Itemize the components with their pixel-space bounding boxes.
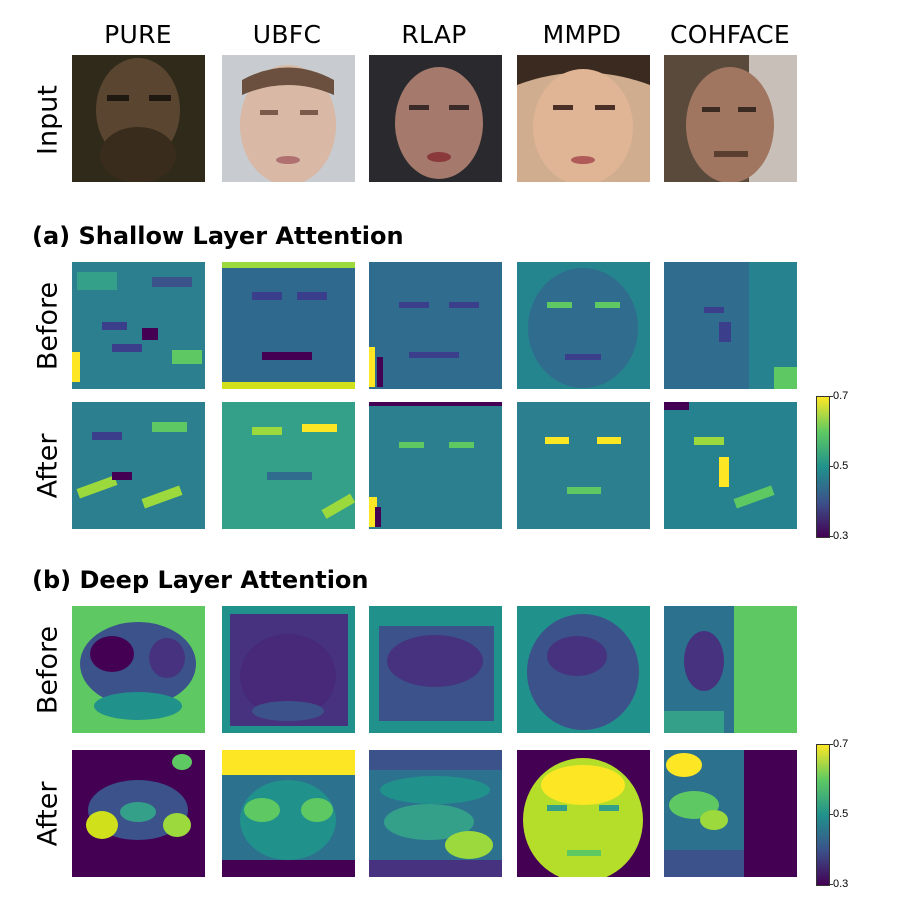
input-face-cohface	[664, 55, 797, 182]
column-label-mmpd: MMPD	[542, 20, 622, 49]
shallow-before-cohface	[664, 262, 797, 389]
colorbar-deep-mid-label: 0.5	[833, 808, 849, 820]
deep-before-mmpd	[517, 606, 650, 733]
section-title-deep: (b) Deep Layer Attention	[32, 566, 369, 594]
row-label-deep-after: After	[32, 781, 64, 847]
deep-after-mmpd	[517, 750, 650, 877]
input-face-ubfc	[222, 55, 355, 182]
input-face-mmpd	[517, 55, 650, 182]
colorbar-deep-tick-min	[829, 884, 833, 885]
row-label-input: Input	[32, 85, 64, 155]
shallow-after-rlap	[369, 402, 502, 529]
section-title-shallow: (a) Shallow Layer Attention	[32, 222, 404, 250]
colorbar-shallow-mid-label: 0.5	[833, 460, 849, 472]
colorbar-shallow-tick-mid	[829, 466, 833, 467]
shallow-after-mmpd	[517, 402, 650, 529]
colorbar-shallow	[816, 396, 830, 538]
colorbar-deep	[816, 744, 830, 886]
column-label-pure: PURE	[104, 20, 172, 49]
column-label-ubfc: UBFC	[252, 20, 322, 49]
colorbar-deep-max-label: 0.7	[833, 738, 849, 750]
deep-before-ubfc	[222, 606, 355, 733]
row-label-deep-before: Before	[32, 625, 64, 715]
shallow-after-pure	[72, 402, 205, 529]
shallow-after-cohface	[664, 402, 797, 529]
shallow-before-ubfc	[222, 262, 355, 389]
deep-after-pure	[72, 750, 205, 877]
shallow-before-pure	[72, 262, 205, 389]
colorbar-shallow-tick-min	[829, 536, 833, 537]
colorbar-shallow-max-label: 0.7	[833, 390, 849, 402]
colorbar-shallow-min-label: 0.3	[833, 530, 849, 542]
deep-after-cohface	[664, 750, 797, 877]
deep-before-cohface	[664, 606, 797, 733]
input-face-rlap	[369, 55, 502, 182]
deep-after-ubfc	[222, 750, 355, 877]
input-face-pure	[72, 55, 205, 182]
shallow-before-rlap	[369, 262, 502, 389]
colorbar-deep-min-label: 0.3	[833, 878, 849, 890]
colorbar-deep-tick-mid	[829, 814, 833, 815]
colorbar-deep-tick-max	[829, 744, 833, 745]
row-label-shallow-after: After	[32, 433, 64, 499]
column-label-rlap: RLAP	[401, 20, 467, 49]
shallow-after-ubfc	[222, 402, 355, 529]
deep-after-rlap	[369, 750, 502, 877]
shallow-before-mmpd	[517, 262, 650, 389]
colorbar-shallow-tick-max	[829, 396, 833, 397]
column-label-cohface: COHFACE	[669, 20, 791, 49]
deep-before-rlap	[369, 606, 502, 733]
deep-before-pure	[72, 606, 205, 733]
row-label-shallow-before: Before	[32, 281, 64, 371]
